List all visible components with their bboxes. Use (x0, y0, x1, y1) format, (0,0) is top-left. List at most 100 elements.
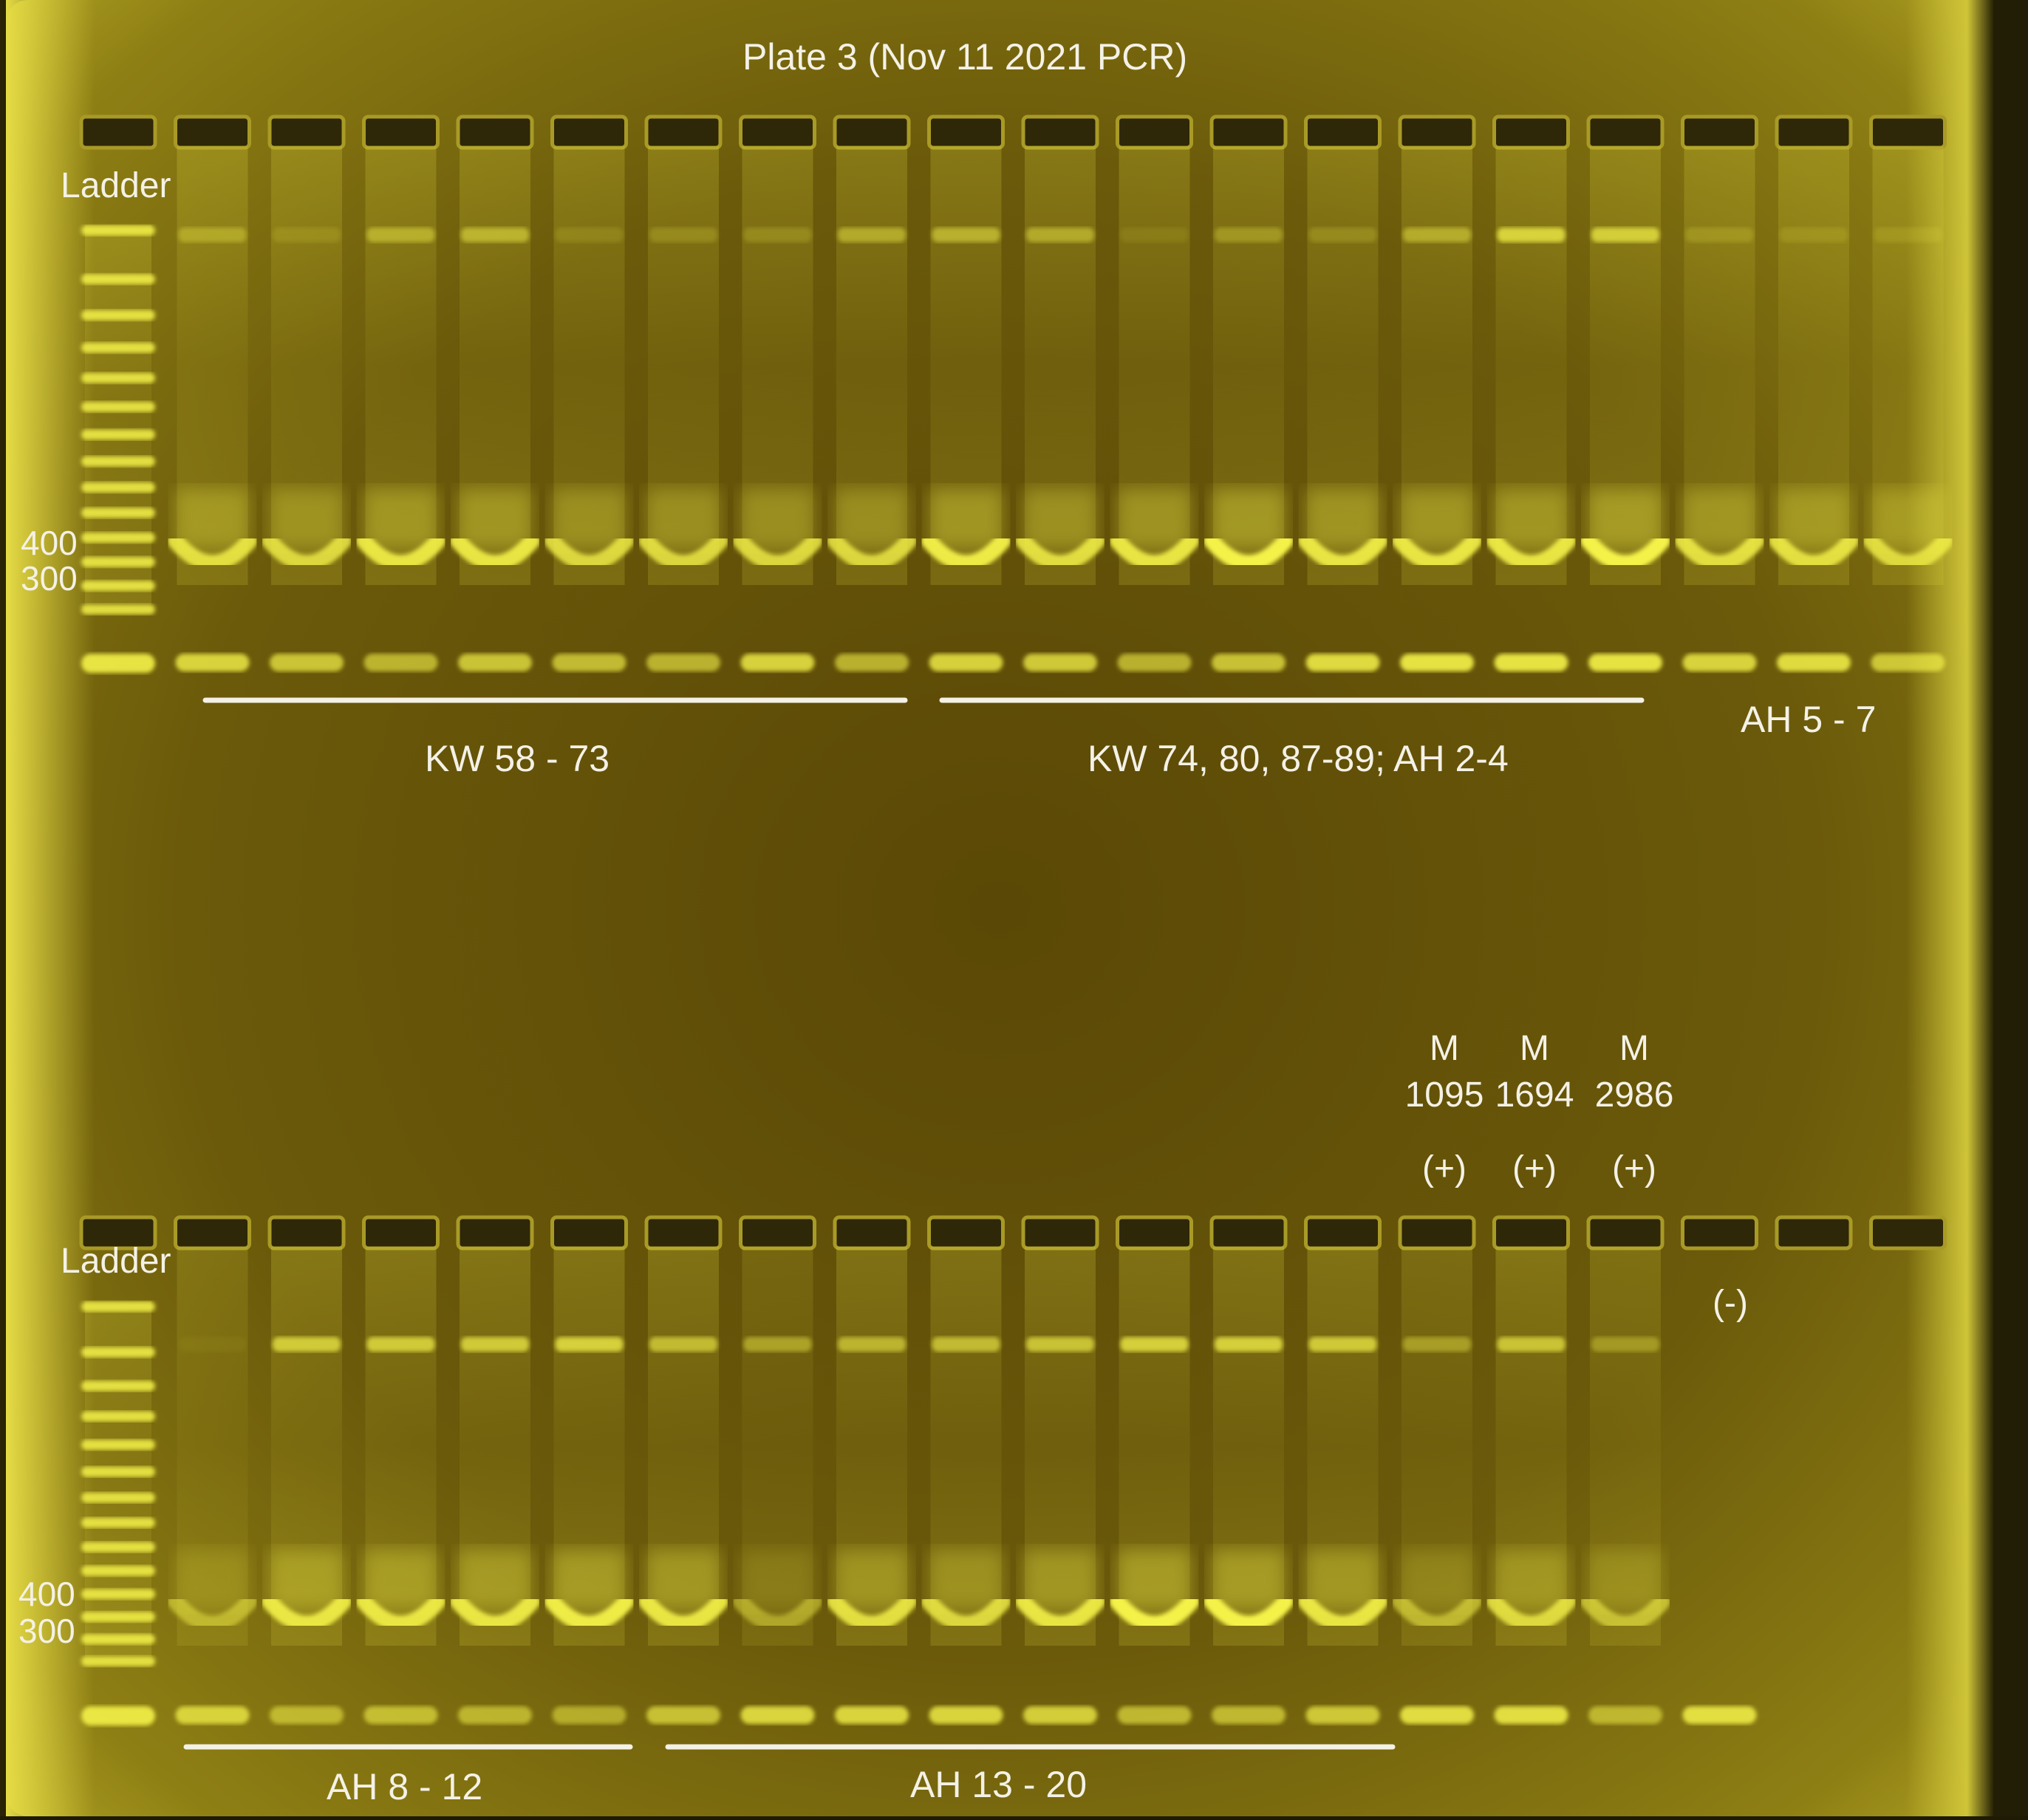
ladder-band (81, 402, 155, 412)
well (176, 117, 250, 148)
control-1-sign: (+) (1396, 1149, 1492, 1189)
high-band (1215, 1337, 1283, 1352)
high-band (461, 228, 529, 242)
well (553, 1217, 627, 1248)
high-band (367, 228, 435, 242)
primer-dimer-band (741, 654, 815, 671)
primer-dimer-band (1400, 654, 1474, 671)
control-2-line1: M (1486, 1028, 1583, 1069)
ladder-band (81, 456, 155, 467)
ladder-band (81, 429, 155, 439)
ladder-band (81, 1634, 155, 1644)
ladder-band (81, 1542, 155, 1553)
high-band (1309, 1337, 1377, 1352)
well (1212, 117, 1286, 148)
well (1306, 117, 1380, 148)
primer-dimer-band (1118, 654, 1192, 671)
well (1777, 117, 1851, 148)
well (1495, 117, 1568, 148)
high-band (932, 1337, 1000, 1352)
high-band (744, 1337, 812, 1352)
primer-dimer-band (646, 654, 720, 671)
ladder-band (81, 1347, 155, 1358)
ladder-band (81, 604, 155, 615)
primer-dimer-band (929, 654, 1003, 671)
control-3-sign: (+) (1586, 1149, 1682, 1189)
high-band (461, 1337, 529, 1352)
primer-dimer-band (1118, 1706, 1192, 1724)
well (1212, 1217, 1286, 1248)
high-band (179, 228, 247, 242)
well (553, 117, 627, 148)
high-band (649, 228, 717, 242)
ladder-band (81, 1466, 155, 1477)
well (1588, 117, 1662, 148)
high-band (1780, 228, 1848, 242)
well (270, 1217, 344, 1248)
well (646, 117, 720, 148)
primer-dimer-band (270, 654, 344, 671)
group-label-kw-58-73: KW 58 - 73 (425, 737, 610, 780)
well (1023, 117, 1097, 148)
high-band (1026, 228, 1094, 242)
high-band (1403, 228, 1471, 242)
bottom-ladder-label: Ladder (61, 1241, 171, 1282)
high-band (556, 228, 624, 242)
primer-dimer-band (1306, 654, 1380, 671)
primer-dimer-band (270, 1706, 344, 1724)
well (1306, 1217, 1380, 1248)
control-2-sign: (+) (1486, 1149, 1583, 1189)
well (1118, 117, 1192, 148)
ladder-primer-band (81, 1706, 155, 1725)
well (176, 1217, 250, 1248)
primer-dimer-band (364, 654, 438, 671)
primer-dimer-band (646, 1706, 720, 1724)
high-band (1121, 228, 1189, 242)
well (835, 1217, 909, 1248)
control-1-line2: 1095 (1396, 1075, 1492, 1115)
primer-dimer-band (176, 654, 250, 671)
ladder-band (81, 1518, 155, 1528)
high-band (1026, 1337, 1094, 1352)
primer-dimer-band (1023, 654, 1097, 671)
primer-dimer-band (835, 1706, 909, 1724)
well (1588, 1217, 1662, 1248)
high-band (367, 1337, 435, 1352)
primer-dimer-band (1212, 1706, 1286, 1724)
well (1683, 117, 1757, 148)
ladder-band (81, 1589, 155, 1599)
well (929, 1217, 1003, 1248)
high-band (273, 1337, 341, 1352)
ladder-band (81, 1612, 155, 1622)
group-label-ah-8-12: AH 8 - 12 (327, 1765, 482, 1808)
well (364, 1217, 438, 1248)
primer-dimer-band (1212, 654, 1286, 671)
ladder-band (81, 1412, 155, 1422)
ladder-band (81, 225, 155, 236)
ladder-band (81, 274, 155, 284)
primer-dimer-band (741, 1706, 815, 1724)
primer-dimer-band (364, 1706, 438, 1724)
high-band (838, 228, 906, 242)
high-band (838, 1337, 906, 1352)
control-2-line2: 1694 (1486, 1075, 1583, 1115)
primer-dimer-band (1495, 654, 1568, 671)
primer-dimer-band (458, 654, 532, 671)
ladder-band (81, 533, 155, 543)
bottom-marker-400: 400 (18, 1577, 75, 1611)
primer-dimer-band (1306, 1706, 1380, 1724)
high-band (932, 228, 1000, 242)
top-marker-300: 300 (21, 561, 78, 595)
group-label-ah-13-20: AH 13 - 20 (910, 1763, 1087, 1806)
well (741, 1217, 815, 1248)
ladder-band (81, 1566, 155, 1576)
well (1871, 1217, 1945, 1248)
well (1495, 1217, 1568, 1248)
ladder-band (81, 310, 155, 321)
high-band (1874, 228, 1942, 242)
high-band (649, 1337, 717, 1352)
primer-dimer-band (1683, 654, 1757, 671)
ladder-band (81, 1656, 155, 1666)
control-3-line2: 2986 (1586, 1075, 1682, 1115)
well (1871, 117, 1945, 148)
